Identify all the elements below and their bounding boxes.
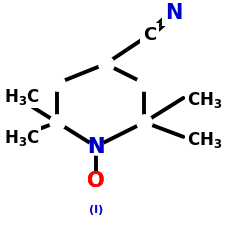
Text: N: N xyxy=(165,3,182,23)
Text: N: N xyxy=(165,3,182,23)
Text: N: N xyxy=(87,136,104,156)
Text: O: O xyxy=(87,170,105,190)
Text: $\mathbf{CH_3}$: $\mathbf{CH_3}$ xyxy=(187,90,222,110)
Text: $\mathbf{H_3C}$: $\mathbf{H_3C}$ xyxy=(4,87,39,107)
Text: C: C xyxy=(143,26,156,44)
Text: C: C xyxy=(143,26,156,44)
Text: (I): (I) xyxy=(89,205,103,215)
Text: $\mathbf{CH_3}$: $\mathbf{CH_3}$ xyxy=(187,130,222,150)
Text: $\mathbf{H_3C}$: $\mathbf{H_3C}$ xyxy=(4,128,39,148)
Text: O: O xyxy=(87,170,105,190)
Text: N: N xyxy=(87,136,104,156)
